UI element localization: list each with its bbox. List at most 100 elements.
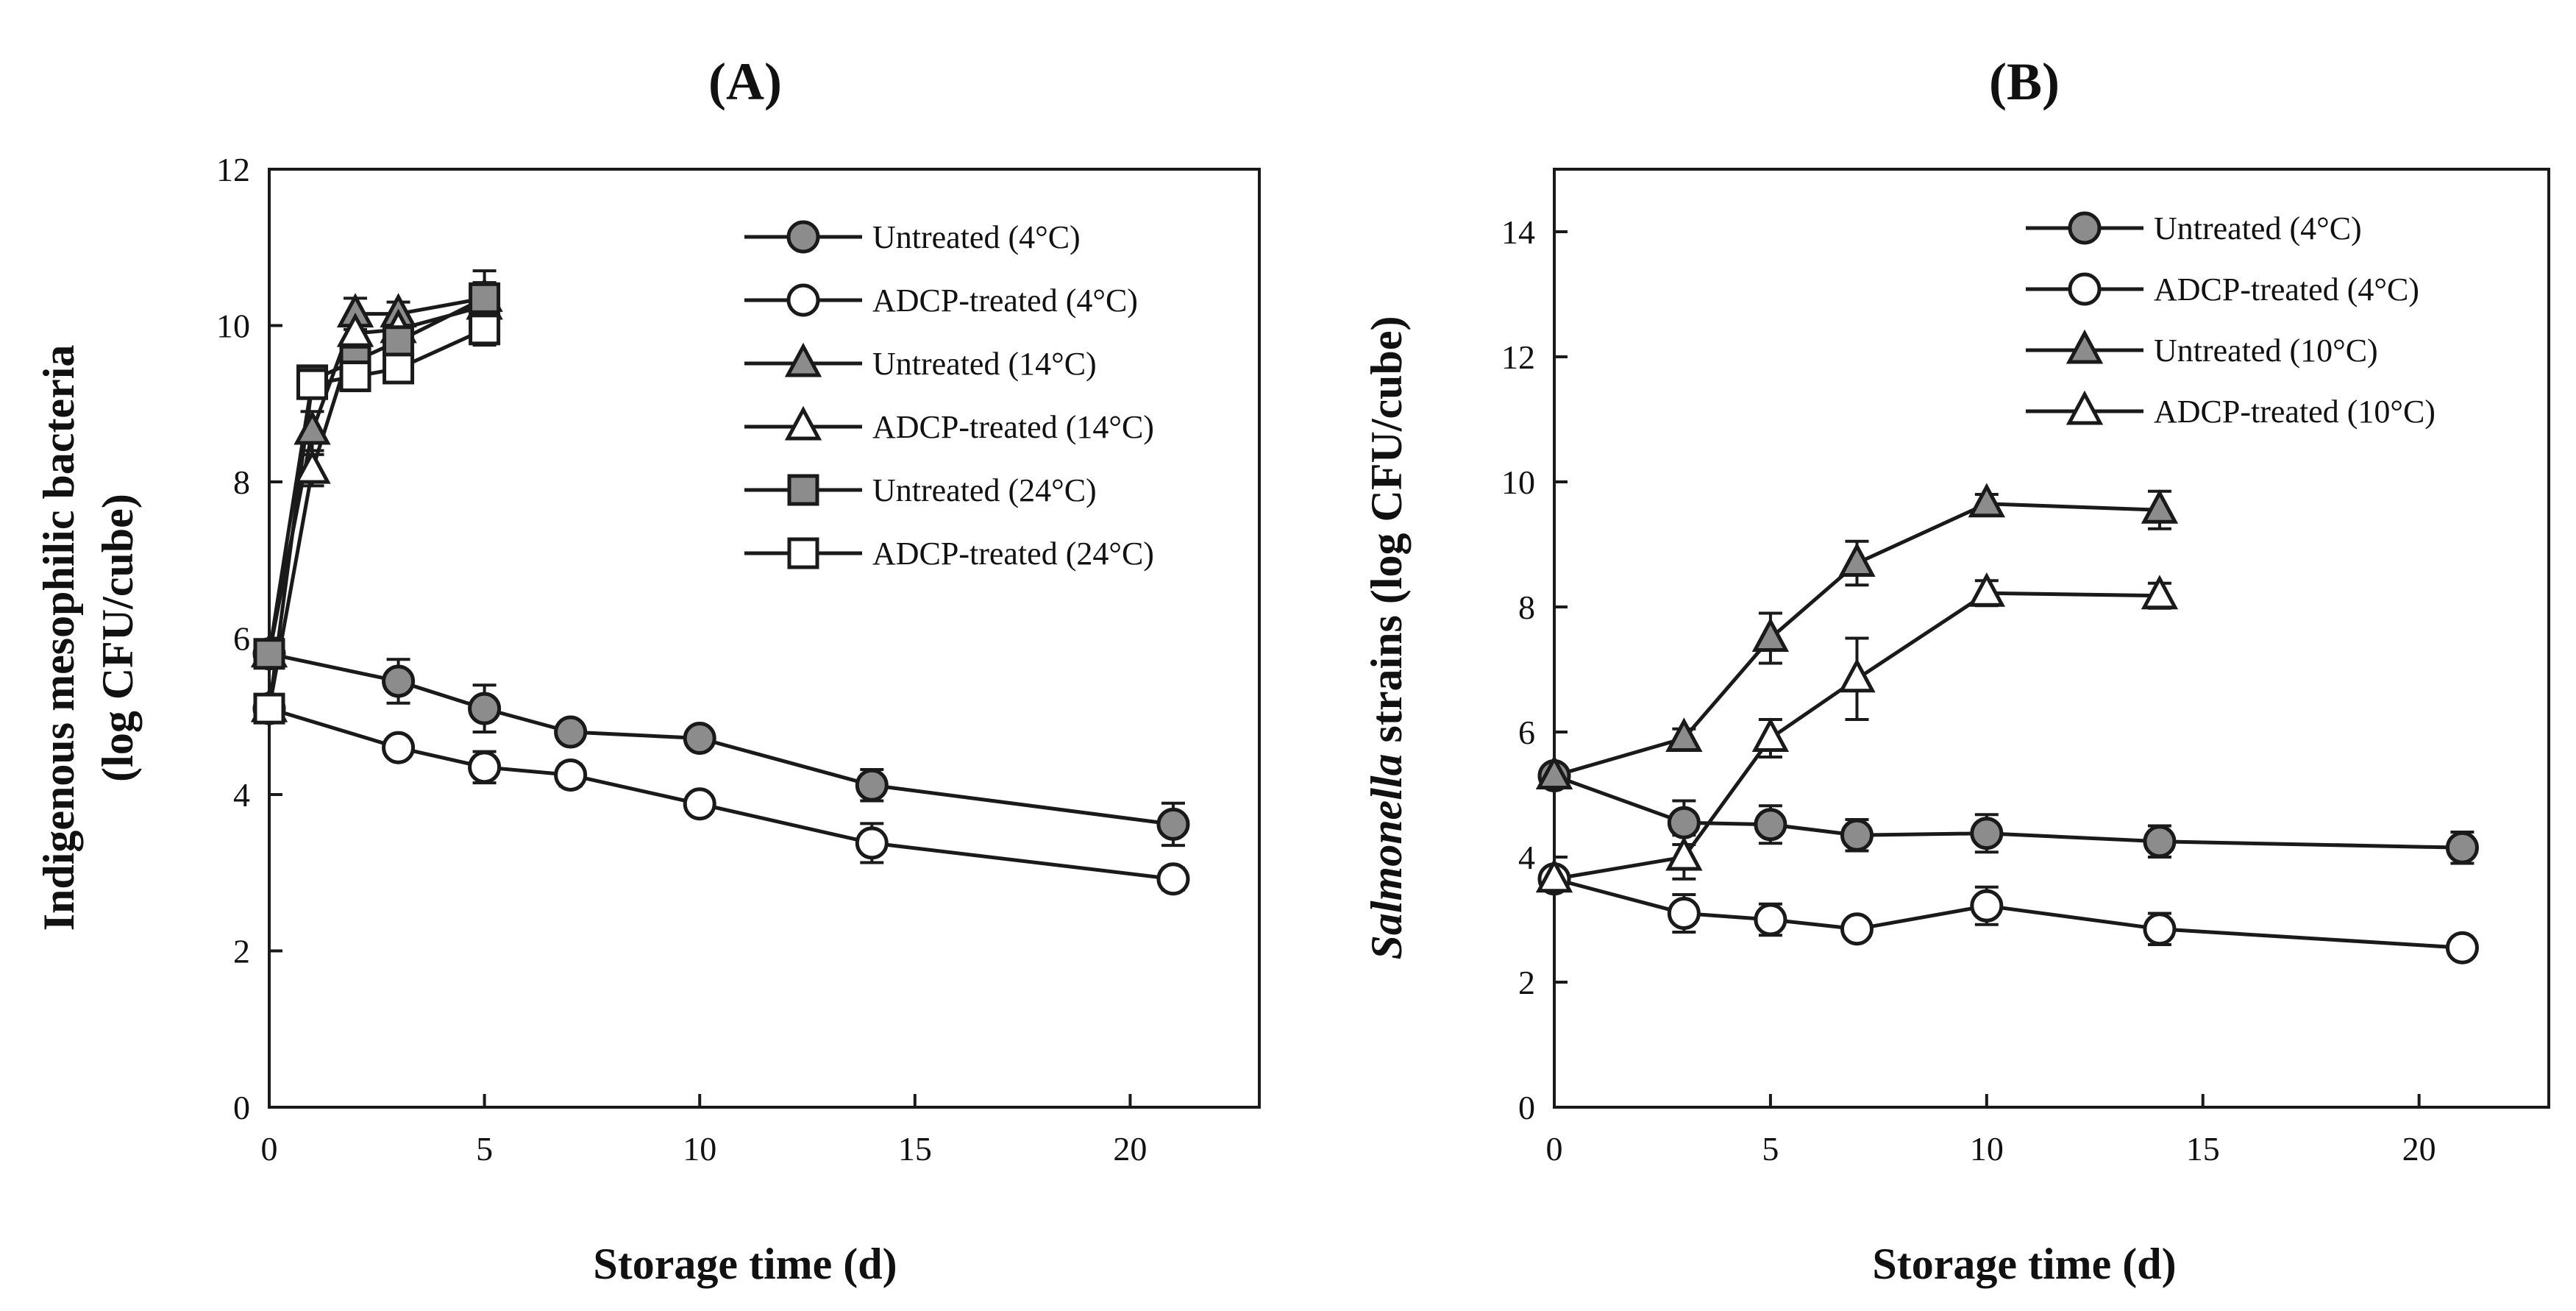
panel-a-legend-entry: Untreated (4°C) — [744, 219, 1081, 255]
panel-b-series-2-point — [1665, 717, 1703, 752]
panel-a-series-2-point — [293, 410, 331, 445]
panel-a-legend: Untreated (4°C) ADCP-treated (4°C) Untreat… — [744, 219, 1154, 572]
panel-b-plot-frame — [1553, 168, 2550, 1109]
panel-a-series-5-point — [253, 692, 285, 725]
panel-b-series-3-point — [2141, 575, 2179, 610]
panel-b-y-tick-label: 12 — [1501, 338, 1535, 376]
panel-b: (B) Storage time (d) Salmonella strains … — [1362, 52, 2550, 1288]
legend-label: ADCP-treated (4°C) — [2154, 271, 2419, 308]
legend-label: ADCP-treated (24°C) — [872, 536, 1154, 572]
panel-a-x-axis-title: Storage time (d) — [593, 1240, 897, 1288]
panel-a-series-3-point — [293, 449, 331, 484]
legend-label: ADCP-treated (10°C) — [2154, 394, 2436, 430]
panel-a-y-tick-label: 4 — [233, 776, 250, 814]
panel-b-series-1-point — [1840, 912, 1874, 946]
panel-a-x-tick-label: 10 — [683, 1130, 716, 1168]
panel-a-x-tick-label: 15 — [898, 1130, 932, 1168]
panel-a-series-5-point — [469, 313, 501, 346]
panel-b-legend: Untreated (4°C) ADCP-treated (4°C) Untreat… — [2026, 210, 2436, 430]
panel-a-series-0-point — [1156, 807, 1190, 841]
panel-b-legend-entry: ADCP-treated (4°C) — [2026, 271, 2419, 308]
panel-b-y-tick-label: 14 — [1501, 213, 1535, 251]
panel-b-series-3-point — [1665, 836, 1703, 871]
panel-a-series-1-point — [683, 787, 716, 821]
legend-label: Untreated (10°C) — [2154, 333, 2378, 369]
panel-a-series-0-point — [468, 692, 502, 725]
panel-a-y-tick-label: 0 — [233, 1089, 250, 1126]
panel-b-series-3-line — [1554, 591, 2160, 881]
panel-b-series-0-point — [1754, 808, 1787, 842]
panel-a-series — [250, 269, 1190, 896]
panel-a-y-tick-label: 8 — [233, 463, 250, 501]
panel-b-y-tick-label: 2 — [1518, 964, 1535, 1001]
panel-a-ticks: 0 2 4 6 8 10 12 0 5 10 15 20 — [216, 151, 1147, 1168]
panel-a-series-5-point — [296, 368, 329, 400]
panel-b-y-axis-title-rest: strains (log CFU/cube) — [1362, 316, 1411, 753]
panel-b-legend-entry: ADCP-treated (10°C) — [2026, 390, 2436, 430]
panel-a-series-4-point — [383, 325, 415, 358]
panel-b-series-3-point — [1838, 658, 1876, 693]
panel-b-series-3-point — [1968, 572, 2006, 607]
panel-b-y-tick-label: 10 — [1501, 463, 1535, 501]
panel-b-series-0-point — [2445, 831, 2479, 864]
panel-a-y-tick-label: 6 — [233, 620, 250, 658]
panel-b-legend-entry: Untreated (10°C) — [2026, 329, 2378, 369]
panel-b-x-tick-label: 20 — [2402, 1130, 2436, 1168]
panel-b-series-2-point — [1968, 483, 2006, 518]
legend-label: Untreated (14°C) — [872, 346, 1097, 382]
legend-marker — [2068, 272, 2102, 306]
panel-a-legend-entry: ADCP-treated (4°C) — [744, 283, 1138, 319]
panel-b-y-tick-label: 8 — [1518, 589, 1535, 626]
panel-a-y-tick-label: 12 — [216, 151, 250, 188]
panel-b-series — [1535, 483, 2479, 964]
panel-a-series-5-point — [339, 360, 371, 393]
panel-a: (A) Storage time (d) Indigenous mesophil… — [35, 52, 1261, 1288]
panel-a-series-1-point — [554, 758, 588, 792]
panel-b-x-tick-label: 15 — [2186, 1130, 2220, 1168]
panel-b-y-tick-label: 4 — [1518, 839, 1535, 876]
legend-label: ADCP-treated (14°C) — [872, 409, 1154, 445]
panel-a-legend-entry: Untreated (14°C) — [744, 342, 1097, 382]
panel-a-x-tick-label: 20 — [1113, 1130, 1147, 1168]
legend-marker — [2066, 390, 2104, 425]
panel-b-series-1-point — [1754, 903, 1787, 937]
panel-b-series-1-point — [2143, 912, 2177, 946]
panel-a-series-0-point — [855, 768, 889, 802]
panel-b-series-2-point — [1838, 542, 1876, 577]
legend-marker — [787, 537, 819, 569]
panel-a-y-tick-label: 2 — [233, 933, 250, 970]
legend-label: ADCP-treated (4°C) — [872, 283, 1138, 319]
panel-a-series-0-point — [554, 715, 588, 749]
legend-label: Untreated (4°C) — [872, 219, 1081, 255]
legend-marker — [786, 220, 820, 254]
panel-a-series-4-point — [253, 638, 285, 670]
panel-b-series-3-point — [1535, 858, 1573, 893]
panel-a-x-tick-label: 0 — [261, 1130, 278, 1168]
panel-a-legend-entry: Untreated (24°C) — [744, 472, 1097, 508]
panel-b-x-axis-title: Storage time (d) — [1872, 1240, 2176, 1288]
legend-marker — [784, 342, 822, 377]
panel-a-y-axis-title: Indigenous mesophilic bacteria — [35, 345, 83, 931]
panel-b-y-axis-title: Salmonella strains (log CFU/cube) — [1362, 316, 1411, 959]
legend-label: Untreated (4°C) — [2154, 210, 2362, 246]
panel-a-x-tick-label: 5 — [476, 1130, 493, 1168]
panel-b-series-2-point — [1751, 617, 1790, 652]
legend-marker — [786, 283, 820, 317]
panel-b-series-2-point — [2141, 488, 2179, 524]
panel-b-series-1-point — [1970, 889, 2004, 923]
legend-marker — [787, 474, 819, 506]
panel-a-series-0-point — [683, 722, 716, 755]
panel-b-series-2-line — [1554, 502, 2160, 778]
panel-a-series-1-point — [382, 731, 416, 764]
panel-b-x-tick-label: 10 — [1970, 1130, 2004, 1168]
panel-a-legend-entry: ADCP-treated (14°C) — [744, 405, 1154, 445]
panel-b-ticks: 0 2 4 6 8 10 12 14 0 5 10 15 20 — [1501, 213, 2436, 1168]
panel-a-title: (A) — [708, 52, 782, 111]
panel-a-series-0-point — [382, 664, 416, 698]
panel-a-y-axis-title-units: (log CFU/cube) — [93, 494, 142, 782]
panel-b-series-1-point — [1667, 897, 1701, 930]
legend-marker — [784, 405, 822, 441]
panel-b-y-axis-title-italic: Salmonella — [1362, 753, 1411, 959]
